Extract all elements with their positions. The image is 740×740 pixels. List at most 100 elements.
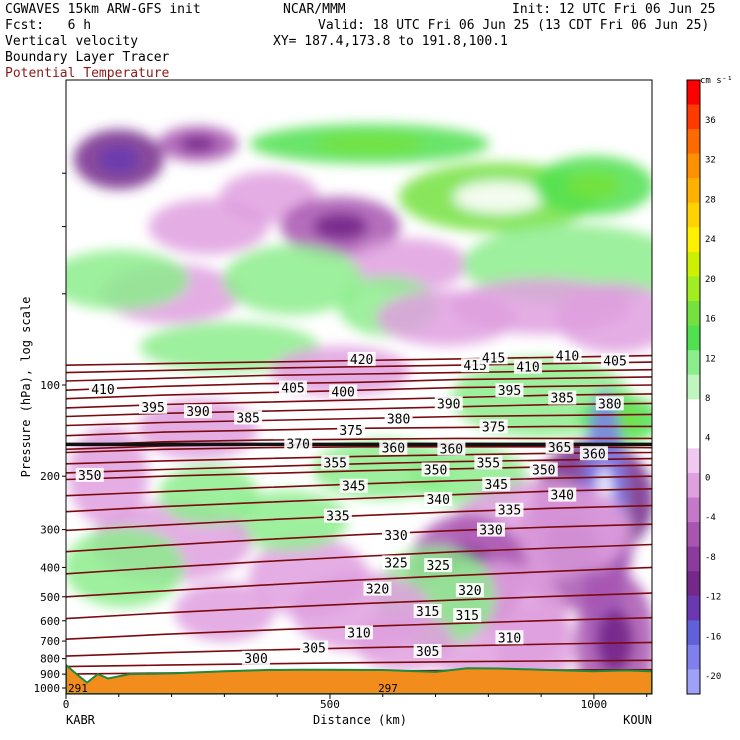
theta-label: 400 — [331, 385, 354, 400]
header-valid: Valid: 18 UTC Fri 06 Jun 25 (13 CDT Fri … — [318, 18, 710, 33]
y-tick-label: 500 — [40, 591, 60, 604]
theta-label: 320 — [366, 583, 389, 598]
colorbar-swatch — [687, 227, 700, 253]
w-core-5 — [315, 134, 424, 153]
theta-contour-415 — [66, 361, 652, 374]
colorbar-swatch — [687, 202, 700, 228]
colorbar-tick-label: 24 — [705, 235, 716, 245]
w-region-18 — [555, 282, 652, 353]
theta-label-bg — [139, 399, 168, 414]
colorbar-tick-label: 20 — [705, 275, 716, 285]
theta-label-bg — [329, 384, 358, 399]
theta-contour-405 — [66, 376, 652, 391]
header-fcst: Fcst: 6 h — [5, 18, 92, 33]
theta-label-bg — [476, 522, 505, 537]
theta-label: 380 — [598, 397, 621, 412]
theta-label: 350 — [78, 469, 101, 484]
left-station: KABR — [66, 713, 96, 727]
theta-label: 385 — [551, 392, 574, 407]
theta-label: 420 — [350, 353, 373, 368]
colorbar-swatch — [687, 669, 700, 695]
colorbar-swatch — [687, 522, 700, 548]
colorbar: 36 32 28 24 20 16 12 8 4 0 -4 -8 -12 -16 -20 — [686, 79, 721, 695]
theta-label-bg — [323, 508, 352, 523]
theta-label-bg — [495, 502, 524, 517]
theta-label: 315 — [416, 605, 439, 620]
theta-label: 390 — [186, 405, 209, 420]
colorbar-swatch — [687, 374, 700, 400]
colorbar-swatch — [687, 595, 700, 621]
theta-label-bg — [474, 455, 503, 470]
theta-label: 360 — [440, 442, 463, 457]
colorbar-swatch — [687, 546, 700, 572]
terrain-fill — [66, 663, 652, 694]
theta-label: 350 — [532, 463, 555, 478]
theta-label-bg — [579, 446, 608, 461]
vertical-velocity-shading — [66, 123, 652, 694]
theta-label-bg — [453, 608, 482, 623]
theta-label-bg — [242, 650, 271, 665]
theta-label-bg — [347, 351, 376, 366]
colorbar-tick-label: 12 — [705, 354, 716, 364]
w-region-11 — [223, 244, 364, 315]
x-tick-label: 0 — [63, 698, 70, 711]
theta-label-bg — [284, 436, 313, 451]
theta-label-bg — [479, 350, 508, 365]
theta-label: 310 — [498, 631, 521, 646]
theta-label-bg — [548, 390, 577, 405]
w-region-36 — [66, 527, 185, 608]
theta-label: 350 — [424, 463, 447, 478]
theta-label-bg — [495, 630, 524, 645]
theta-label-bg — [437, 441, 466, 456]
plot-frame — [65, 79, 653, 695]
header-field-potential-temperature: Potential Temperature — [5, 66, 170, 81]
theta-label: 335 — [498, 504, 521, 519]
theta-label: 325 — [384, 556, 407, 571]
colorbar-swatch — [687, 80, 700, 106]
header-field-vertical-velocity: Vertical velocity — [5, 34, 139, 49]
colorbar-swatch — [687, 276, 700, 302]
theta-label: 375 — [339, 424, 362, 439]
theta-label-bg — [513, 359, 542, 374]
colorbar-swatch — [687, 497, 700, 523]
theta-label-bg — [529, 462, 558, 477]
colorbar-tick-label: -12 — [705, 593, 721, 603]
header-org: NCAR/MMM — [283, 2, 346, 17]
theta-label: 395 — [498, 384, 521, 399]
theta-label: 305 — [302, 641, 325, 656]
colorbar-swatch — [687, 571, 700, 597]
theta-label: 315 — [455, 609, 478, 624]
colorbar-swatch — [687, 448, 700, 474]
theta-label: 380 — [387, 413, 410, 428]
w-region-15 — [139, 322, 320, 373]
colorbar-tick-label: 32 — [705, 156, 716, 166]
theta-label: 320 — [458, 584, 481, 599]
theta-label-bg — [234, 410, 263, 425]
y-tick-label: 100 — [40, 379, 60, 392]
theta-label: 335 — [326, 510, 349, 525]
theta-label-bg — [421, 462, 450, 477]
w-region-14 — [66, 249, 189, 310]
y-axis-label: Pressure (hPa), log scale — [19, 297, 33, 478]
y-tick-label: 1000 — [34, 682, 61, 695]
colorbar-swatch — [687, 251, 700, 277]
theta-contour-410 — [66, 368, 652, 382]
colorbar-tick-label: 16 — [705, 315, 716, 325]
theta-label-bg — [300, 640, 329, 655]
w-core-38 — [597, 609, 634, 673]
theta-contour-305 — [66, 641, 652, 657]
corner-left-value: 291 — [68, 682, 88, 695]
header-field-boundary-layer: Boundary Layer Tracer — [5, 50, 170, 65]
theta-label: 395 — [141, 401, 164, 416]
theta-label-bg — [321, 455, 350, 470]
y-tick-label: 900 — [40, 668, 60, 681]
theta-label: 410 — [516, 361, 539, 376]
theta-label: 330 — [479, 524, 502, 539]
w-region-34 — [227, 490, 348, 551]
theta-contour-320 — [66, 566, 652, 598]
theta-label: 375 — [482, 420, 505, 435]
theta-label-bg — [424, 492, 453, 507]
theta-label-bg — [363, 581, 392, 596]
theta-label-bg — [495, 383, 524, 398]
terrain — [66, 663, 652, 694]
